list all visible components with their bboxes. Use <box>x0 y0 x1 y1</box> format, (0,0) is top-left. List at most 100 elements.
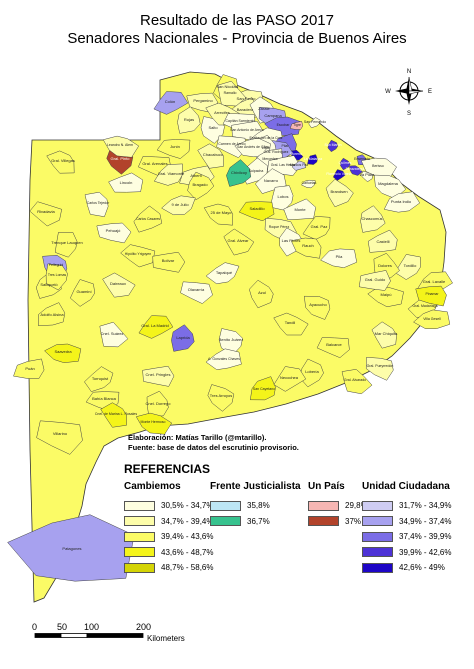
legend-label: 43,6% - 48,7% <box>161 547 214 557</box>
district-label: Exaltación de la Cruz <box>249 136 282 140</box>
legend-item: 37% <box>308 514 368 530</box>
district-tornquist <box>84 366 114 392</box>
district-label: Alberti <box>190 173 201 178</box>
district-rojas <box>177 106 201 134</box>
district-label: Gral. Madariaga <box>412 304 437 308</box>
district-label: Roque Pérez <box>269 225 290 229</box>
district-florencio-varela <box>332 169 346 181</box>
district-label: Adolfo Alsina <box>40 312 64 317</box>
district-label: Capitán Sarmiento <box>226 119 255 123</box>
district-label: Campana <box>264 113 282 118</box>
district-gral-villegas <box>46 150 75 174</box>
district-label: Salliqueló <box>40 282 58 287</box>
district-saavedra <box>44 343 82 363</box>
district-pu-n <box>13 358 45 379</box>
district-label: Tigre <box>293 123 301 127</box>
district-tres-lomas <box>45 263 68 291</box>
district-label: San Antonio de Areco <box>230 128 264 132</box>
district-berisso <box>360 157 397 179</box>
legend-label: 36,7% <box>247 516 270 526</box>
district-label: Trenque Lauquen <box>51 240 82 245</box>
legend-swatch <box>362 531 393 542</box>
district-label: Lincoln <box>120 180 133 185</box>
legend-item: 37,4% - 39,9% <box>362 529 451 545</box>
district-label: Gral. La Madrid <box>141 323 169 328</box>
district-lobos <box>270 185 294 211</box>
district-label: Carmen de Areco <box>218 142 245 146</box>
district-label: Ramallo <box>224 91 237 95</box>
district-a-gonzales-chaves <box>205 348 242 370</box>
district-label: Pehuajó <box>106 228 121 233</box>
legend-swatch <box>124 562 155 573</box>
legend-item: 39,4% - 43,6% <box>124 529 213 545</box>
district-label: San Martín <box>324 143 341 147</box>
district-cnel-de-marina-l-rosales <box>100 402 127 428</box>
district-label: Chivilcoy <box>231 170 247 175</box>
district-gral-pueyrred-n <box>365 357 394 381</box>
district-tordillo <box>394 254 421 280</box>
legend-label: 37% <box>345 516 362 526</box>
district-monte <box>283 198 316 221</box>
district-25-de-mayo <box>203 203 234 226</box>
legend-swatch <box>124 500 155 511</box>
legend-label: 30,5% - 34,7% <box>161 501 214 511</box>
district-label: Dolores <box>378 263 392 268</box>
district-laprida <box>171 324 195 352</box>
district-carmen-de-areco <box>216 135 248 159</box>
district-label: 25 de Mayo <box>211 210 233 215</box>
district-ca-uelas <box>300 179 316 189</box>
district-label: San Andrés de Giles <box>237 145 269 149</box>
legend-group-unidad-ciudadana: Unidad Ciudadana 31,7% - 34,9% 34,9% - 3… <box>362 481 451 576</box>
district-rauch <box>290 237 322 259</box>
district-label: Gral. Pinto <box>111 156 131 161</box>
district-hip-lito-yrigoyen <box>120 244 156 268</box>
district-necochea <box>273 366 307 392</box>
compass-s: S <box>407 111 411 117</box>
district-label: Mercedes <box>262 157 278 161</box>
district-bol-var <box>152 251 186 273</box>
district-label: Luján <box>262 146 271 150</box>
district-label: Navarro <box>264 178 279 183</box>
district-cnel-pringles <box>142 365 175 387</box>
district-bragado <box>187 171 215 201</box>
district-label: Cnel. Dorrego <box>146 401 172 406</box>
district-mar-chiquita <box>371 321 397 349</box>
district-label: Pila <box>336 254 343 259</box>
district-label: Puán <box>25 366 34 371</box>
district-label: Gral. Paz <box>311 224 328 229</box>
district-label: Tornquist <box>92 376 109 381</box>
district-label: Balcarce <box>326 342 342 347</box>
legend-label: 42,6% - 49% <box>399 563 445 573</box>
district-castelli <box>367 229 398 253</box>
district-label: Lobos <box>278 194 289 199</box>
legend-item: 35,8% <box>210 498 301 514</box>
district-quilmes <box>339 157 351 171</box>
legend-title: REFERENCIAS <box>124 462 211 476</box>
legend-swatch <box>210 516 241 527</box>
district-azul <box>249 279 274 309</box>
district-label: Castelli <box>376 239 389 244</box>
district-label: Pinamar <box>425 292 439 296</box>
district-label: A. Gonzales Chaves <box>208 357 240 361</box>
district-maip- <box>367 286 404 308</box>
district-la-matanza <box>307 154 318 165</box>
district-label: Leandro N. Alem <box>107 143 133 147</box>
district-carlos-tejedor <box>84 191 109 217</box>
district-label: Punta Indio <box>391 199 412 204</box>
district-label: San Nicolás <box>216 84 237 89</box>
scale-tick-label: 50 <box>57 622 68 632</box>
credits: Elaboración: Matías Tarillo (@mtarillo).… <box>128 433 299 453</box>
legend-item: 43,6% - 48,7% <box>124 545 213 561</box>
district-label: Escobar <box>277 123 291 127</box>
district-chacabuco <box>197 143 224 169</box>
legend-item: 30,5% - 34,7% <box>124 498 213 514</box>
district-lober-a <box>299 358 324 388</box>
ocean-area <box>428 200 474 320</box>
district-label: Gral. Alvarado <box>344 378 366 382</box>
legend-group-un-pais: Un País 29,8% 37% <box>308 481 368 529</box>
legend-label: 37,4% - 39,9% <box>399 532 452 542</box>
district-villarino <box>36 420 83 455</box>
district-label: Magdalena <box>378 181 399 186</box>
district-chascom-s <box>360 205 386 233</box>
